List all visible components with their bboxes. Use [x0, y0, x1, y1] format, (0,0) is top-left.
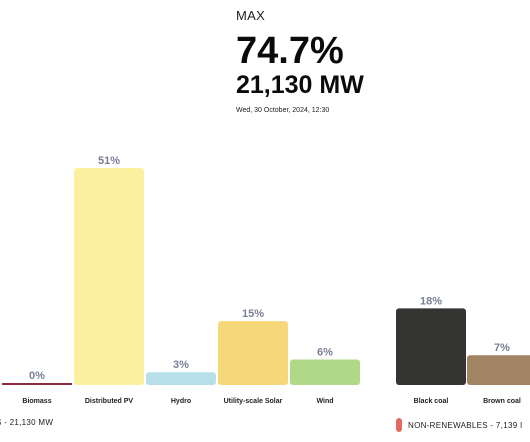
- category-label-distributed-pv: Distributed PV: [85, 398, 134, 405]
- category-label-hydro: Hydro: [171, 398, 191, 405]
- header: MAX 74.7% 21,130 MW Wed, 30 October, 202…: [236, 8, 364, 114]
- mode-label: MAX: [236, 8, 266, 23]
- nonrenewables-legend: NON-RENEWABLES - 7,139 I: [396, 418, 523, 432]
- value-label-biomass: 0%: [29, 370, 45, 382]
- nonrenewables-legend-label: NON-RENEWABLES - 7,139 I: [408, 420, 523, 430]
- category-label-wind: Wind: [316, 398, 333, 405]
- bar-biomass[interactable]: [2, 383, 72, 385]
- category-label-black-coal: Black coal: [414, 398, 449, 405]
- bar-hydro[interactable]: [146, 372, 216, 385]
- value-label-wind: 6%: [317, 346, 333, 358]
- value-label-hydro: 3%: [173, 359, 189, 371]
- value-label-brown-coal: 7%: [494, 342, 510, 354]
- renewables-legend: S - 21,130 MW: [0, 418, 54, 427]
- value-label-distributed-pv: 51%: [98, 155, 120, 167]
- value-label-black-coal: 18%: [420, 295, 442, 307]
- generation-bar-chart: 0% Biomass 51% Distributed PV 3% Hydro 15% Util…: [2, 155, 530, 405]
- bar-black-coal[interactable]: [396, 308, 466, 385]
- category-label-biomass: Biomass: [22, 398, 51, 405]
- category-label-utility-scale-solar: Utility-scale Solar: [224, 398, 283, 405]
- renewables-percent: 74.7%: [236, 30, 344, 72]
- bar-brown-coal[interactable]: [467, 355, 530, 385]
- bar-distributed-pv[interactable]: [74, 168, 144, 385]
- bar-utility-scale-solar[interactable]: [218, 321, 288, 385]
- value-label-utility-scale-solar: 15%: [242, 308, 264, 320]
- timestamp: Wed, 30 October, 2024, 12:30: [236, 107, 330, 114]
- renewables-mw: 21,130 MW: [236, 71, 364, 99]
- category-label-brown-coal: Brown coal: [483, 398, 521, 405]
- nonrenewables-swatch: [396, 418, 402, 432]
- bar-wind[interactable]: [290, 359, 360, 385]
